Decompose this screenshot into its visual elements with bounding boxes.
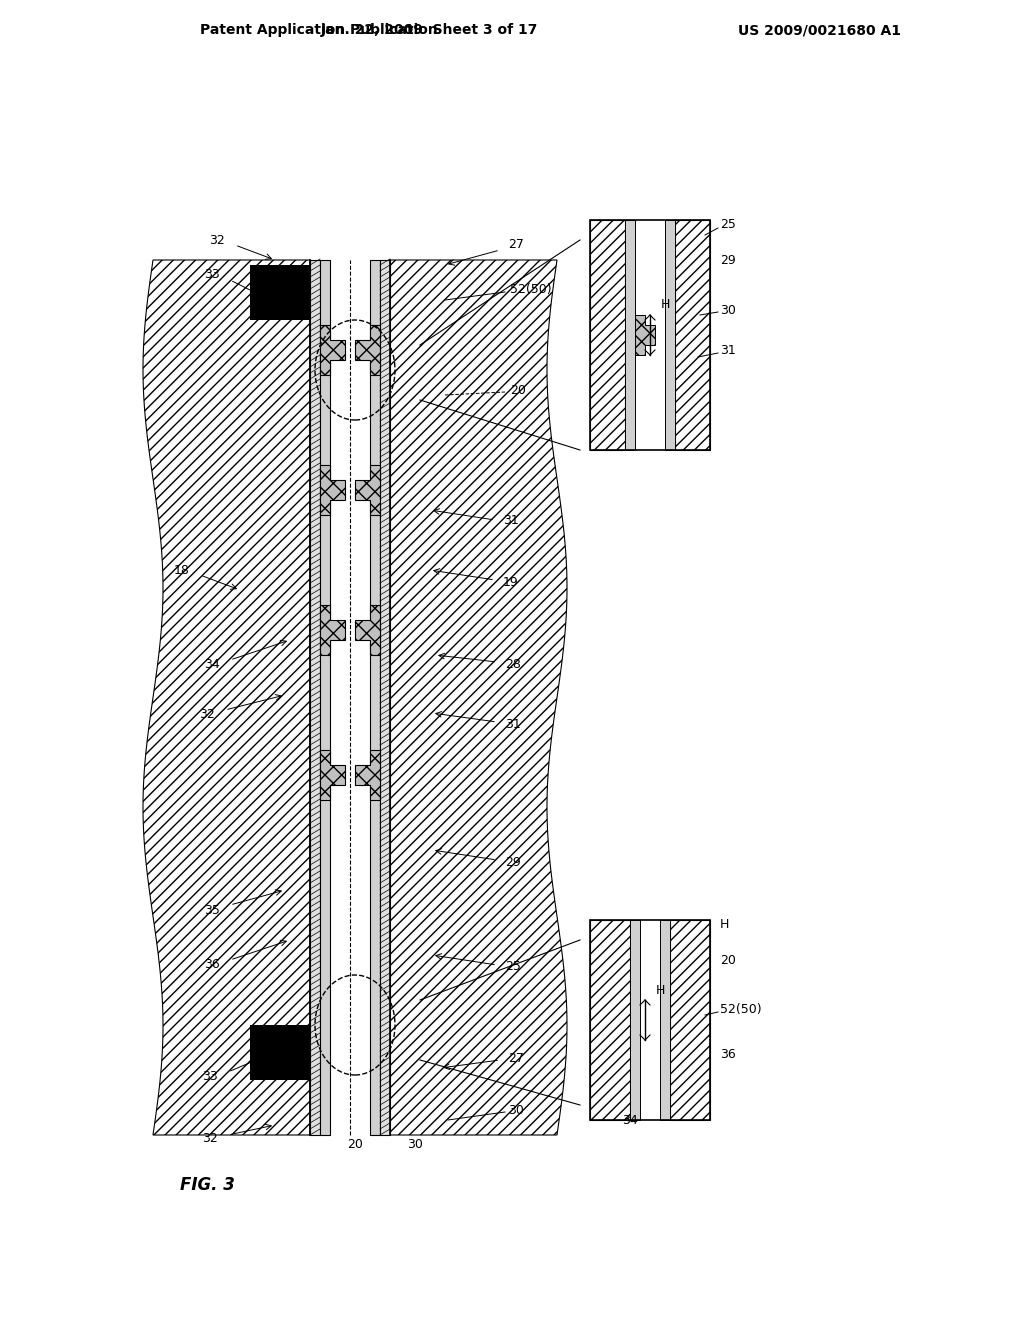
Text: 30: 30 bbox=[720, 304, 736, 317]
Text: 25: 25 bbox=[505, 961, 521, 974]
Text: 31: 31 bbox=[720, 343, 736, 356]
Text: 35: 35 bbox=[204, 903, 220, 916]
Bar bbox=[310, 260, 319, 1135]
Polygon shape bbox=[319, 465, 345, 515]
Text: 31: 31 bbox=[505, 718, 521, 730]
Text: 32: 32 bbox=[209, 234, 225, 247]
Text: 33: 33 bbox=[204, 268, 220, 281]
Text: 34: 34 bbox=[623, 1114, 638, 1126]
Polygon shape bbox=[319, 325, 345, 375]
Text: H: H bbox=[720, 919, 729, 932]
Text: 34: 34 bbox=[204, 659, 220, 672]
Text: 27: 27 bbox=[508, 239, 524, 252]
Bar bbox=[319, 260, 330, 1135]
Polygon shape bbox=[390, 260, 567, 1135]
Text: 52(50): 52(50) bbox=[720, 1003, 762, 1016]
Text: H: H bbox=[660, 298, 670, 312]
Polygon shape bbox=[143, 260, 310, 1135]
Polygon shape bbox=[670, 920, 710, 1119]
Text: US 2009/0021680 A1: US 2009/0021680 A1 bbox=[738, 22, 901, 37]
Text: 30: 30 bbox=[408, 1138, 423, 1151]
Bar bbox=[370, 260, 380, 1135]
Text: 52(50): 52(50) bbox=[510, 284, 552, 297]
Text: 28: 28 bbox=[505, 657, 521, 671]
Polygon shape bbox=[355, 325, 380, 375]
Text: H: H bbox=[655, 983, 665, 997]
Text: 27: 27 bbox=[508, 1052, 524, 1064]
Polygon shape bbox=[319, 750, 345, 800]
Bar bbox=[250, 265, 310, 319]
Text: 20: 20 bbox=[347, 1138, 362, 1151]
Polygon shape bbox=[590, 220, 625, 450]
Text: Jan. 22, 2009  Sheet 3 of 17: Jan. 22, 2009 Sheet 3 of 17 bbox=[322, 22, 539, 37]
Polygon shape bbox=[590, 920, 630, 1119]
Bar bbox=[660, 920, 670, 1119]
Bar bbox=[625, 220, 635, 450]
Polygon shape bbox=[635, 315, 655, 355]
Text: 29: 29 bbox=[720, 253, 736, 267]
Text: FIG. 3: FIG. 3 bbox=[180, 1176, 234, 1195]
Polygon shape bbox=[355, 750, 380, 800]
Bar bbox=[590, 220, 710, 450]
Polygon shape bbox=[355, 605, 380, 655]
Text: 31: 31 bbox=[503, 513, 519, 527]
Text: 19: 19 bbox=[503, 576, 519, 589]
Text: 29: 29 bbox=[505, 855, 521, 869]
Text: 32: 32 bbox=[200, 709, 215, 722]
Bar bbox=[590, 920, 710, 1119]
Text: 33: 33 bbox=[203, 1071, 218, 1084]
Text: Patent Application Publication: Patent Application Publication bbox=[200, 22, 437, 37]
Bar bbox=[380, 260, 390, 1135]
Polygon shape bbox=[319, 605, 345, 655]
Polygon shape bbox=[675, 220, 710, 450]
Text: 36: 36 bbox=[204, 958, 220, 972]
Bar bbox=[665, 220, 675, 450]
Bar bbox=[250, 1026, 310, 1080]
Polygon shape bbox=[355, 465, 380, 515]
Text: 25: 25 bbox=[720, 219, 736, 231]
Text: 32: 32 bbox=[203, 1131, 218, 1144]
Text: 20: 20 bbox=[720, 953, 736, 966]
Text: 30: 30 bbox=[508, 1104, 524, 1117]
Text: 18: 18 bbox=[174, 564, 190, 577]
Bar bbox=[630, 920, 640, 1119]
Text: 20: 20 bbox=[510, 384, 526, 396]
Text: 36: 36 bbox=[720, 1048, 736, 1061]
